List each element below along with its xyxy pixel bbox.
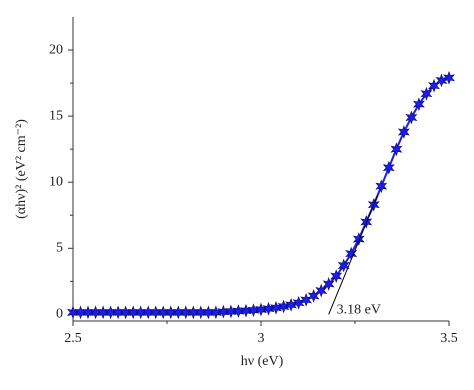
data-point bbox=[322, 277, 335, 291]
data-point bbox=[179, 305, 192, 320]
y-tick-label: 0 bbox=[56, 307, 63, 322]
data-point bbox=[375, 179, 388, 194]
data-point bbox=[97, 305, 110, 320]
data-point bbox=[330, 269, 343, 283]
data-point bbox=[187, 305, 200, 320]
data-point bbox=[172, 305, 185, 320]
series-line bbox=[73, 76, 450, 314]
x-tick-label: 2.5 bbox=[64, 331, 82, 346]
fit-line bbox=[328, 195, 379, 315]
data-point bbox=[390, 142, 403, 157]
y-axis-label: (αhν)² (eV² cm⁻²) bbox=[14, 119, 29, 219]
annotation: 3.18 eV bbox=[337, 303, 381, 318]
y-tick-label: 20 bbox=[49, 42, 63, 57]
y-tick-label: 10 bbox=[49, 174, 63, 189]
x-axis-label: hν (eV) bbox=[241, 354, 284, 369]
data-point bbox=[104, 305, 117, 320]
data-point bbox=[443, 70, 455, 85]
data-point bbox=[194, 305, 207, 320]
data-point bbox=[119, 305, 132, 320]
data-point bbox=[82, 305, 94, 320]
data-point bbox=[127, 305, 140, 320]
data-point bbox=[142, 305, 155, 320]
data-point bbox=[74, 305, 87, 320]
data-point bbox=[149, 305, 162, 320]
y-tick-label: 5 bbox=[56, 241, 63, 256]
x-tick-label: 3.5 bbox=[440, 331, 458, 346]
data-point bbox=[134, 305, 147, 320]
data-point bbox=[164, 305, 177, 320]
x-tick-label: 3 bbox=[258, 331, 265, 346]
data-point bbox=[67, 305, 79, 320]
data-point bbox=[202, 305, 215, 320]
data-point bbox=[405, 110, 418, 125]
data-point bbox=[412, 97, 425, 112]
data-point bbox=[397, 125, 410, 139]
data-point bbox=[352, 232, 365, 246]
y-tick-label: 15 bbox=[49, 108, 63, 123]
data-point bbox=[157, 305, 170, 320]
data-point bbox=[420, 86, 433, 101]
data-point bbox=[112, 305, 125, 320]
data-point bbox=[382, 160, 395, 175]
data-point bbox=[315, 283, 328, 298]
data-point bbox=[337, 258, 350, 273]
data-point bbox=[89, 305, 102, 320]
